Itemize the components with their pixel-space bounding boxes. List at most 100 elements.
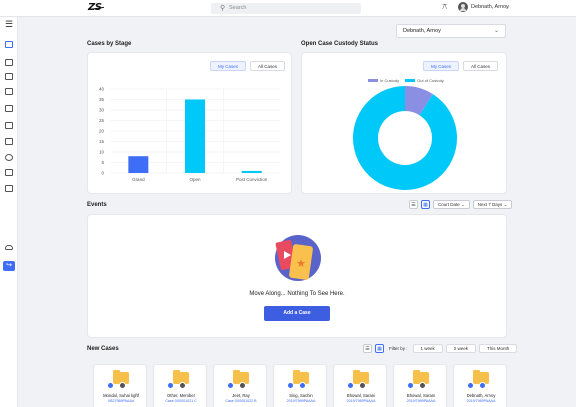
- case-card-number[interactable]: Case 0X0001021 C: [165, 399, 197, 403]
- logout-icon[interactable]: ↪: [3, 261, 15, 271]
- new-cases-toolbar: ☰ ▦ Filter by : 1 week 2 week This Month: [363, 344, 518, 353]
- bank-icon[interactable]: [5, 185, 13, 192]
- chevron-down-icon: ⌄: [493, 28, 499, 34]
- badge-icon: [167, 382, 174, 389]
- range-value: Next 7 Days: [477, 202, 503, 207]
- sidebar: ☰ ↪: [0, 17, 18, 407]
- case-card-number[interactable]: XB27989PAAAA: [107, 399, 135, 403]
- bell-icon[interactable]: ⚻: [442, 2, 448, 11]
- legend-item: Out of Custody: [405, 78, 444, 83]
- search-input[interactable]: ⚲ Search: [211, 3, 361, 14]
- x-tick-label: Grand: [132, 177, 145, 182]
- my-cases-button[interactable]: My Cases: [422, 61, 459, 71]
- case-card-name: Bhowal, Sarani: [346, 393, 376, 398]
- filter-2-week[interactable]: 2 week: [445, 344, 477, 353]
- filter-1-week[interactable]: 1 week: [412, 344, 443, 353]
- document-icon[interactable]: [5, 59, 13, 66]
- case-card[interactable]: Mondal, Suhai kgftf XB27989PAAAA: [93, 364, 147, 407]
- case-card-number[interactable]: 2019/7989PAAAA: [286, 399, 316, 403]
- legend-label: In Custody: [380, 78, 400, 83]
- cloud-icon[interactable]: [5, 245, 13, 250]
- avatar: [359, 382, 366, 389]
- case-card-name: Other, Member: [167, 393, 195, 398]
- custody-toggle: My Cases All Cases: [422, 61, 498, 71]
- badge-icon: [347, 382, 354, 389]
- bar: [128, 156, 149, 173]
- avatar: [419, 382, 426, 389]
- folder-icon: [413, 370, 429, 384]
- user-icon[interactable]: [5, 169, 13, 176]
- donut-slice: [405, 86, 433, 116]
- case-owner-select[interactable]: Debnath, Arnoy ⌄: [396, 24, 506, 38]
- case-card-number[interactable]: 2019/7989PAAAA: [466, 399, 496, 403]
- legend-swatch: [368, 79, 378, 83]
- events-title: Events: [87, 202, 107, 208]
- folder-icon: [293, 370, 309, 384]
- case-card[interactable]: Jeet, Ray Case 0X0001022 B: [213, 364, 267, 407]
- search-placeholder: Search: [229, 4, 247, 11]
- y-tick-label: 0: [101, 171, 104, 176]
- folder-icon[interactable]: [5, 138, 13, 145]
- mail-icon[interactable]: [5, 105, 13, 112]
- case-card-name: Bhowal, Sarani: [406, 393, 436, 398]
- case-owner-value: Debnath, Arnoy: [403, 28, 441, 34]
- dashboard-icon[interactable]: [5, 41, 13, 48]
- notes-icon[interactable]: [5, 154, 13, 161]
- top-bar: ZS ⚲ Search ⚻ Debnath, Arnoy ⌄: [0, 0, 576, 17]
- user-name[interactable]: Debnath, Arnoy: [471, 4, 509, 10]
- case-card[interactable]: Bhowal, Sarani 2019/7989PAAAA: [393, 364, 447, 407]
- cases-by-stage-toggle: My Cases All Cases: [209, 61, 285, 71]
- filter-this-month[interactable]: This Month: [479, 344, 518, 353]
- search-icon: ⚲: [220, 5, 226, 12]
- y-tick-label: 35: [99, 97, 105, 102]
- badge-icon: [407, 382, 414, 389]
- badge-icon: [227, 382, 234, 389]
- y-tick-label: 25: [99, 118, 105, 123]
- bar: [185, 99, 205, 173]
- storage-icon[interactable]: [5, 122, 13, 129]
- custody-title: Open Case Custody Status: [301, 41, 379, 47]
- case-card[interactable]: Bhowal, Sarani 2019/7989PAAAA: [333, 364, 387, 407]
- star-icon: ★: [296, 257, 306, 270]
- avatar[interactable]: [458, 2, 468, 12]
- cases-by-stage-title: Cases by Stage: [87, 41, 132, 47]
- my-cases-button[interactable]: My Cases: [209, 61, 246, 71]
- range-select[interactable]: Next 7 Days ⌄: [472, 200, 513, 209]
- case-card-number[interactable]: 2019/7989PAAAA: [346, 399, 376, 403]
- legend-label: Out of Custody: [417, 78, 444, 83]
- all-cases-button[interactable]: All Cases: [249, 61, 285, 71]
- yellow-tag-icon: [289, 244, 313, 280]
- case-card-number[interactable]: 2019/7989PAAAA: [406, 399, 436, 403]
- bar: [241, 170, 262, 173]
- filter-label: Filter by :: [389, 346, 408, 351]
- donut-slice: [353, 86, 457, 191]
- list-view-icon[interactable]: ☰: [363, 344, 372, 353]
- case-card[interactable]: Other, Member Case 0X0001021 C: [153, 364, 207, 407]
- calendar-view-icon[interactable]: ▦: [421, 200, 430, 209]
- y-tick-label: 30: [99, 108, 105, 113]
- badge-icon: [467, 382, 474, 389]
- printer-icon[interactable]: [5, 73, 13, 80]
- folder-icon: [113, 370, 129, 384]
- chevron-down-icon[interactable]: ⌄: [505, 4, 511, 10]
- folder-icon: [473, 370, 489, 384]
- case-card-number[interactable]: Case 0X0001022 B: [225, 399, 257, 403]
- add-case-button[interactable]: Add a Case: [264, 306, 330, 321]
- case-card[interactable]: Debnath, Arnoy 2019/7989PAAAA: [453, 364, 507, 407]
- case-card[interactable]: Sing, Sachin 2019/7989PAAAA: [273, 364, 327, 407]
- menu-icon[interactable]: ☰: [5, 19, 14, 29]
- grid-view-icon[interactable]: ▦: [375, 344, 384, 353]
- y-tick-label: 10: [99, 150, 105, 155]
- sort-select[interactable]: Court Date ⌄: [433, 200, 470, 209]
- chart-legend: In Custody Out of Custody: [368, 78, 444, 83]
- clipboard-icon[interactable]: [5, 88, 13, 95]
- all-cases-button[interactable]: All Cases: [462, 61, 498, 71]
- folder-icon: [233, 370, 249, 384]
- avatar: [119, 382, 126, 389]
- avatar: [239, 382, 246, 389]
- app-logo[interactable]: ZS: [88, 2, 102, 13]
- folder-icon: [173, 370, 189, 384]
- list-view-icon[interactable]: ☰: [409, 200, 418, 209]
- case-card-name: Sing, Sachin: [289, 393, 313, 398]
- folder-icon: [353, 370, 369, 384]
